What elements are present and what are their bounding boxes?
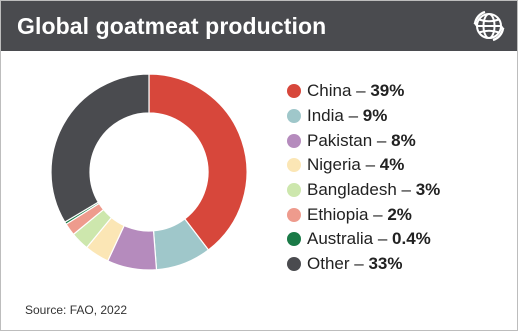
- legend-dash: –: [360, 155, 380, 175]
- legend-item-other: Other – 33%: [287, 252, 515, 277]
- legend-value: 3%: [415, 180, 441, 200]
- legend-value: 2%: [387, 204, 412, 224]
- legend-item-india: India – 9%: [287, 104, 515, 129]
- legend-item-ethiopia: Ethiopia – 2%: [287, 202, 515, 227]
- legend-swatch: [287, 133, 301, 148]
- legend-label: Pakistan – 8%: [307, 131, 416, 151]
- legend-series-name: Ethiopia: [307, 204, 369, 224]
- legend-value: 0.4%: [392, 229, 431, 249]
- legend-series-name: Bangladesh: [307, 180, 397, 200]
- legend-swatch: [287, 183, 301, 198]
- legend-dash: –: [396, 180, 416, 200]
- legend-series-name: Pakistan: [307, 130, 373, 150]
- header-bar: Global goatmeat production: [1, 1, 517, 51]
- legend: China – 39% India – 9% Pakistan – 8% Nigeri…: [287, 79, 515, 277]
- legend-dash: –: [351, 81, 371, 101]
- legend-series-name: Australia: [307, 229, 374, 249]
- legend-series-name: Other: [307, 254, 350, 274]
- legend-label: Australia – 0.4%: [307, 229, 431, 249]
- donut-chart: [50, 73, 248, 271]
- donut-slice-china: [148, 73, 248, 251]
- legend-dash: –: [373, 229, 393, 249]
- legend-item-australia: Australia – 0.4%: [287, 227, 515, 252]
- legend-dash: –: [372, 130, 392, 150]
- legend-dash: –: [343, 106, 363, 126]
- legend-swatch: [287, 158, 301, 173]
- legend-value: 33%: [368, 254, 403, 274]
- legend-value: 4%: [379, 155, 405, 175]
- globe-refresh-icon: [473, 10, 505, 42]
- legend-item-nigeria: Nigeria – 4%: [287, 153, 515, 178]
- donut-slice-other: [50, 73, 150, 223]
- legend-swatch: [287, 207, 301, 222]
- legend-dash: –: [368, 204, 388, 224]
- legend-item-bangladesh: Bangladesh – 3%: [287, 178, 515, 203]
- legend-label: Nigeria – 4%: [307, 155, 404, 175]
- chart-title: Global goatmeat production: [17, 13, 327, 39]
- legend-swatch: [287, 84, 301, 99]
- legend-item-pakistan: Pakistan – 8%: [287, 128, 515, 153]
- legend-series-name: China: [307, 81, 352, 101]
- legend-series-name: India: [307, 106, 344, 126]
- legend-value: 9%: [362, 106, 388, 126]
- legend-value: 8%: [391, 130, 416, 150]
- source-note: Source: FAO, 2022: [25, 303, 128, 317]
- legend-label: China – 39%: [307, 81, 404, 101]
- legend-dash: –: [349, 254, 369, 274]
- legend-swatch: [287, 232, 301, 247]
- legend-label: India – 9%: [307, 106, 387, 126]
- legend-swatch: [287, 109, 301, 124]
- legend-item-china: China – 39%: [287, 79, 515, 104]
- legend-label: Other – 33%: [307, 254, 402, 274]
- legend-swatch: [287, 257, 301, 272]
- legend-value: 39%: [370, 81, 405, 101]
- legend-label: Bangladesh – 3%: [307, 180, 440, 200]
- legend-series-name: Nigeria: [307, 155, 361, 175]
- legend-label: Ethiopia – 2%: [307, 205, 412, 225]
